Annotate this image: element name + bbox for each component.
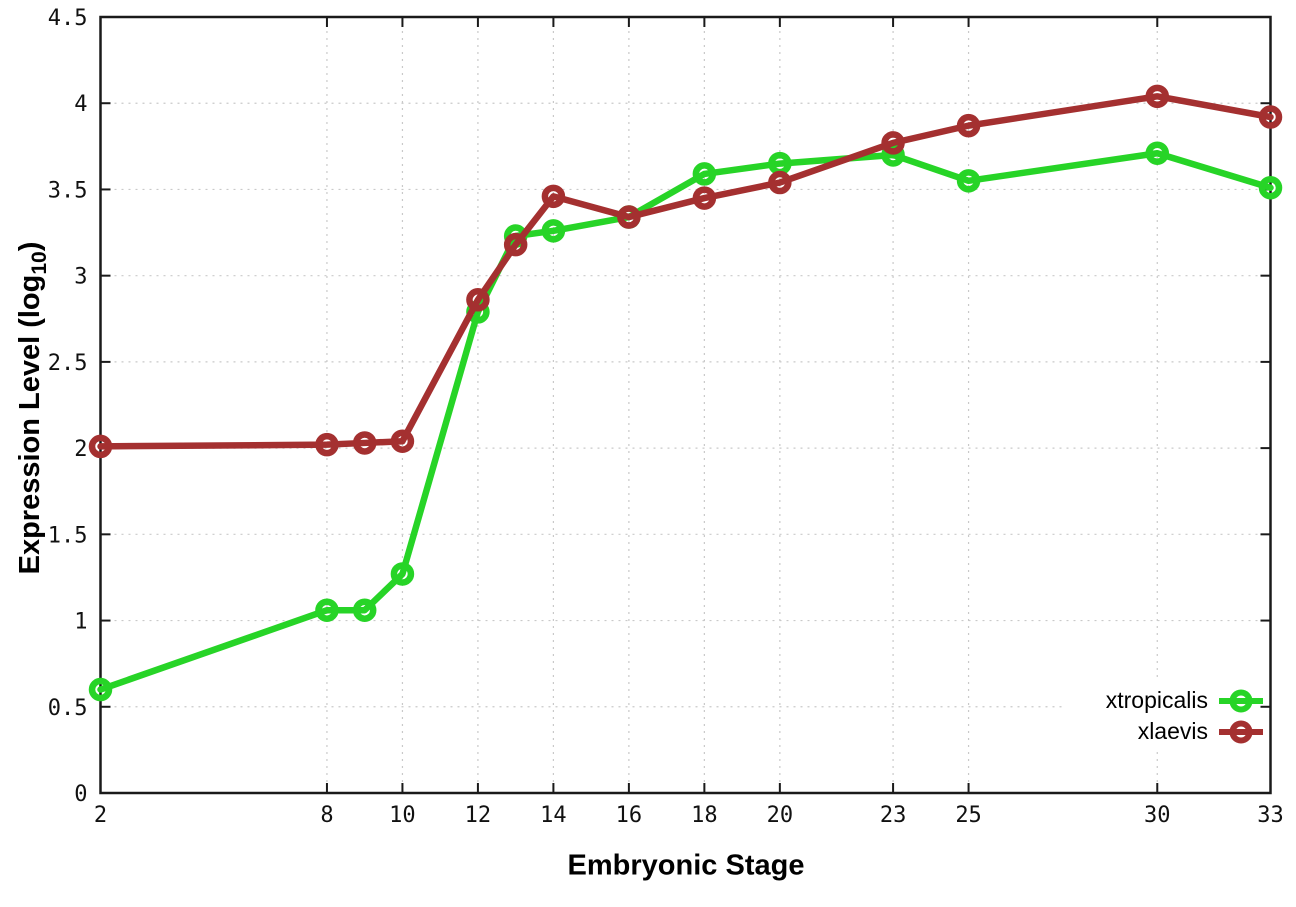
svg-text:0.5: 0.5 xyxy=(48,696,88,721)
svg-text:14: 14 xyxy=(540,803,567,828)
legend-label-xlaevis: xlaevis xyxy=(1137,718,1208,744)
svg-text:4: 4 xyxy=(74,92,87,117)
svg-text:25: 25 xyxy=(955,803,982,828)
svg-text:20: 20 xyxy=(767,803,794,828)
legend: xtropicalis xlaevis xyxy=(1106,685,1264,747)
svg-text:3: 3 xyxy=(74,265,87,290)
svg-text:8: 8 xyxy=(320,803,333,828)
legend-label-xtropicalis: xtropicalis xyxy=(1105,687,1208,713)
svg-text:18: 18 xyxy=(691,803,718,828)
legend-item-xtropicalis: xtropicalis xyxy=(1106,685,1264,716)
legend-item-xlaevis: xlaevis xyxy=(1106,716,1264,747)
svg-text:0: 0 xyxy=(74,782,87,807)
svg-text:1.5: 1.5 xyxy=(48,523,88,548)
svg-text:10: 10 xyxy=(389,803,416,828)
svg-text:33: 33 xyxy=(1257,803,1284,828)
svg-text:3.5: 3.5 xyxy=(48,178,88,203)
svg-text:2: 2 xyxy=(94,803,107,828)
y-axis-title: Expression Level (log10) xyxy=(14,242,52,575)
x-axis-title: Embryonic Stage xyxy=(567,849,805,882)
svg-text:2.5: 2.5 xyxy=(48,351,88,376)
y-axis-title-subscript: 10 xyxy=(27,251,51,275)
svg-text:30: 30 xyxy=(1144,803,1171,828)
svg-text:12: 12 xyxy=(465,803,492,828)
y-axis-title-suffix: ) xyxy=(14,241,47,252)
svg-text:23: 23 xyxy=(880,803,907,828)
svg-text:16: 16 xyxy=(616,803,643,828)
svg-text:1: 1 xyxy=(74,610,87,635)
svg-text:4.5: 4.5 xyxy=(48,6,88,31)
svg-text:2: 2 xyxy=(74,437,87,462)
line-circle-marker-icon xyxy=(1219,720,1263,743)
y-axis-title-text: Expression Level (log xyxy=(14,274,47,575)
line-circle-marker-icon xyxy=(1219,689,1263,712)
